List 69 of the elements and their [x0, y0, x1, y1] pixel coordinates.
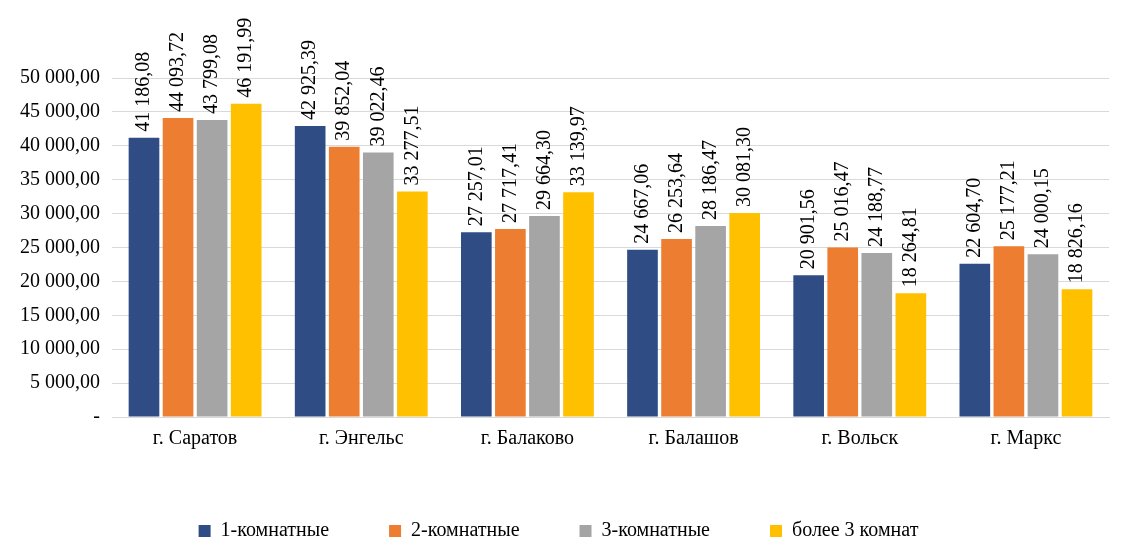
x-tick-label: г. Балаково [480, 426, 575, 449]
data-label: 46 191,99 [233, 17, 256, 98]
data-label: 25 177,21 [996, 160, 1019, 241]
bar [661, 239, 692, 417]
bar [529, 215, 560, 417]
legend-label: 3-комнатные [601, 518, 711, 541]
y-tick-label: 35 000,00 [20, 166, 100, 189]
data-label: 18 264,81 [898, 207, 921, 288]
y-tick-label: 20 000,00 [20, 268, 100, 291]
legend-label: 2-комнатные [411, 518, 520, 541]
bar [128, 137, 160, 417]
y-tick-label: 15 000,00 [20, 302, 100, 325]
data-label: 30 081,30 [731, 127, 754, 208]
x-tick-label: г. Балашов [648, 426, 739, 449]
data-label: 43 799,08 [199, 34, 222, 115]
y-tick-label: 40 000,00 [20, 133, 100, 156]
data-label: 33 139,97 [565, 106, 588, 187]
data-label: 41 186,08 [131, 51, 154, 132]
bar [861, 253, 893, 417]
y-tick-label: 30 000,00 [20, 200, 100, 223]
bar [827, 247, 859, 417]
data-label: 29 664,30 [531, 129, 554, 210]
data-label: 42 925,39 [297, 39, 320, 120]
bar [294, 125, 326, 417]
bar [397, 191, 428, 417]
x-tick-label: г. Маркс [990, 426, 1062, 450]
y-tick-label: 50 000,00 [20, 65, 100, 88]
bar [627, 249, 658, 417]
bar [495, 229, 526, 417]
bar [328, 146, 360, 417]
x-tick-label: г. Энгельс [318, 426, 404, 449]
bar [793, 275, 824, 417]
data-label: 24 188,77 [864, 167, 887, 247]
bar [1027, 254, 1059, 417]
data-label: 27 717,41 [497, 143, 520, 224]
bar [563, 192, 594, 417]
legend-label: 1-комнатные [220, 518, 330, 541]
bar [959, 263, 991, 417]
data-label: 28 186,47 [697, 139, 720, 220]
y-tick-label: 45 000,00 [20, 99, 100, 122]
data-label: 39 022,46 [365, 66, 388, 147]
bar [895, 293, 927, 417]
bar [1061, 289, 1093, 417]
y-tick-label: 10 000,00 [20, 336, 100, 359]
data-label: 26 253,64 [663, 153, 686, 233]
x-tick-label: г. Вольск [821, 426, 899, 449]
data-label: 20 901,56 [795, 189, 818, 270]
bar [162, 118, 194, 417]
bar [729, 213, 761, 417]
data-label: 33 277,51 [399, 105, 422, 186]
data-label: 24 667,06 [629, 163, 652, 244]
y-tick-label: 25 000,00 [20, 234, 100, 257]
bar [196, 120, 228, 417]
data-label: 18 826,16 [1064, 203, 1087, 284]
y-tick-label: - [93, 404, 100, 427]
x-tick-label: г. Саратов [152, 426, 238, 450]
data-label: 27 257,01 [463, 146, 486, 227]
bar [695, 225, 726, 417]
y-tick-label: 5 000,00 [30, 370, 100, 393]
legend-label: более 3 комнат [791, 518, 919, 541]
data-label: 25 016,47 [829, 161, 852, 242]
bar [993, 246, 1025, 417]
bar [362, 152, 394, 417]
data-label: 44 093,72 [165, 32, 188, 113]
data-label: 22 604,70 [962, 177, 985, 258]
data-label: 39 852,04 [331, 60, 354, 141]
data-label: 24 000,15 [1030, 168, 1053, 249]
bar [460, 232, 492, 417]
bar [230, 103, 262, 417]
